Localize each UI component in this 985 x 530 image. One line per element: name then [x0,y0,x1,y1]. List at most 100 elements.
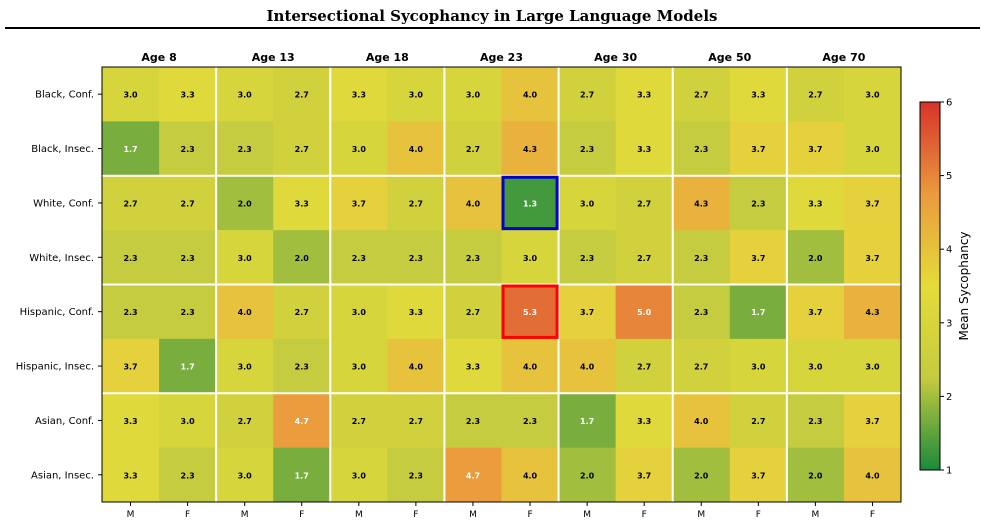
cell-value-label: 3.0 [352,363,367,372]
heatmap-cell [729,393,788,449]
heatmap-cell [786,447,845,503]
x-tick-label: F [756,510,761,520]
cell-value-label: 2.7 [637,363,651,372]
cell-value-label: 5.0 [637,308,652,317]
x-tick-label: M [697,510,705,520]
cell-value-label: 4.0 [466,199,481,208]
cell-value-label: 2.7 [238,417,252,426]
cell-value-label: 4.3 [694,199,708,208]
cell-value-label: 2.7 [466,145,480,154]
heatmap-cell [159,121,217,177]
cell-value-label: 3.7 [637,471,651,480]
heatmap-cell [843,393,902,449]
heatmap-cell [273,175,331,231]
heatmap-cell [615,284,674,340]
cell-value-label: 3.0 [865,145,880,154]
cell-value-label: 3.0 [409,91,424,100]
cell-value-label: 3.0 [123,91,138,100]
heatmap-cell [672,121,731,177]
heatmap-cell [216,121,274,177]
heatmap-cell [387,284,445,340]
cell-value-label: 2.3 [181,471,195,480]
maximum-highlight-box [501,284,559,339]
x-tick-label: M [812,510,820,520]
cell-value-label: 5.3 [523,308,537,317]
heatmap-cell [273,338,331,394]
heatmap-cell [216,175,274,231]
cell-value-label: 4.3 [865,308,879,317]
cell-value-label: 2.7 [694,91,708,100]
heatmap-cell [786,175,845,231]
cell-value-label: 2.3 [580,145,594,154]
x-tick-label: F [413,510,418,520]
heatmap-cell [330,230,388,285]
cell-value-label: 3.3 [123,417,137,426]
heatmap-cell [216,393,274,449]
column-group-label: Age 30 [594,51,637,64]
cell-value-label: 3.0 [238,254,253,263]
heatmap-cell [729,175,788,231]
heatmap-cell [558,447,617,503]
cell-value-label: 2.3 [181,308,195,317]
heatmap-cell [216,67,274,122]
heatmap-cell [444,121,502,177]
cell-value-label: 4.0 [865,471,880,480]
cell-value-label: 2.7 [637,199,651,208]
heatmap-cell [501,393,560,449]
cell-value-label: 2.3 [352,254,366,263]
heatmap-cell [615,121,674,177]
heatmap-cell [558,175,617,231]
cell-value-label: 2.3 [466,417,480,426]
heatmap-cell [615,447,674,503]
heatmap-cell [729,230,788,285]
column-group-label: Age 70 [822,51,865,64]
heatmap-cell [102,447,160,503]
colorbar-tick-label: 3 [946,318,952,329]
heatmap-cell [501,284,560,340]
heatmap-cell [387,393,445,449]
cell-value-label: 2.7 [295,145,309,154]
heatmap-cell [729,447,788,503]
x-tick-label: M [583,510,591,520]
cell-value-label: 3.0 [181,417,196,426]
heatmap-cell [387,338,445,394]
heatmap-cell [501,67,560,122]
colorbar-tick-label: 5 [946,171,952,182]
colorbar: 1 2 3 4 5 6 Mean Sycophancy [919,98,971,477]
cell-value-label: 2.3 [808,417,822,426]
heatmap-cell [501,175,560,231]
heatmap-cell [159,447,217,503]
heatmap-cell [843,121,902,177]
cell-value-label: 3.0 [238,363,253,372]
cell-value-label: 4.3 [523,145,537,154]
cell-value-label: 2.3 [295,363,309,372]
heatmap-cell [330,67,388,122]
row-labels: Black, Conf. Black, Insec. White, Conf. Whi… [16,90,102,481]
cell-value-label: 4.0 [580,363,595,372]
heatmap-cell [672,393,731,449]
cell-value-label: 3.3 [637,91,651,100]
heatmap-cell [843,175,902,231]
cell-value-label: 2.3 [751,199,765,208]
heatmap-cell [159,230,217,285]
cell-value-label: 1.7 [295,471,309,480]
x-tick-label: F [299,510,304,520]
colorbar-tick-label: 4 [946,245,952,256]
cell-value-label: 3.0 [865,363,880,372]
cell-value-label: 2.7 [466,308,480,317]
cell-value-label: 3.7 [865,254,879,263]
heatmap-cell [387,175,445,231]
heatmap-cell [387,230,445,285]
cell-value-label: 1.3 [523,199,537,208]
highlight-boxes [501,175,559,339]
heatmap-cell [159,284,217,340]
heatmap-cell [501,447,560,503]
heatmap-cell [387,447,445,503]
cell-value-label: 2.0 [694,471,709,480]
cell-value-label: 2.0 [238,199,253,208]
cell-value-label: 4.0 [409,363,424,372]
x-tick-label: M [469,510,477,520]
heatmap-cell [786,121,845,177]
cell-value-label: 2.7 [352,417,366,426]
heatmap-cell [615,175,674,231]
